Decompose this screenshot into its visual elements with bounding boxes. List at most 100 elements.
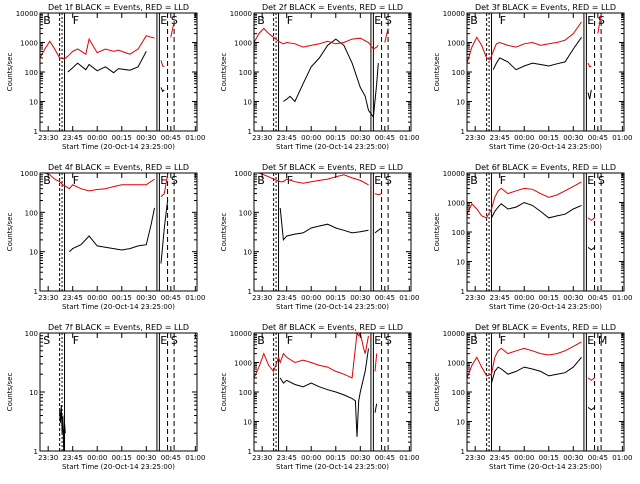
x-tick-label: 23:30 [465, 134, 485, 142]
y-tick-label: 10000 [443, 170, 465, 178]
marker-letter: S [171, 174, 178, 187]
x-tick-label: 01:00 [612, 294, 632, 302]
x-tick-label: 23:45 [63, 134, 83, 142]
marker-letter: E [160, 334, 167, 347]
marker-letter: E [587, 334, 594, 347]
y-tick-label: 100 [239, 389, 252, 397]
x-tick-label: 23:30 [252, 294, 272, 302]
x-tick-label: 23:30 [252, 454, 272, 462]
y-axis-label: Counts/sec [220, 373, 228, 412]
marker-letter: S [598, 14, 605, 27]
x-tick-label: 00:15 [112, 294, 132, 302]
x-tick-label: 23:30 [465, 294, 485, 302]
chart-panel: Det 2f BLACK = Events, RED = LLD B F E S 1 10 1… [220, 3, 419, 151]
y-tick-label: 10 [456, 259, 465, 267]
x-tick-label: 23:30 [38, 294, 58, 302]
x-tick-label: 00:45 [375, 454, 395, 462]
marker-letter: E [374, 14, 381, 27]
marker-letter: E [160, 14, 167, 27]
y-tick-label: 10000 [230, 10, 252, 18]
y-tick-label: 10 [243, 249, 252, 257]
y-tick-label: 10 [29, 99, 38, 107]
marker-letter: F [73, 334, 79, 347]
y-axis-label: Counts/sec [6, 53, 14, 92]
marker-letter: S [385, 14, 392, 27]
marker-letter: S [171, 14, 178, 27]
chart-title: Det 3f BLACK = Events, RED = LLD [475, 3, 616, 12]
x-tick-label: 00:45 [161, 454, 181, 462]
x-tick-label: 23:45 [490, 134, 510, 142]
lld-series-line [254, 333, 380, 378]
y-tick-label: 1000 [447, 40, 465, 48]
x-tick-label: 00:00 [301, 134, 321, 142]
x-tick-label: 01:00 [185, 294, 205, 302]
marker-letter: B [470, 174, 478, 187]
y-tick-label: 100 [452, 229, 465, 237]
events-series-line [69, 200, 169, 264]
x-axis-label: Start Time (20-Oct-14 23:25:00) [276, 143, 389, 151]
marker-letter: M [598, 334, 608, 347]
y-axis-label: Counts/sec [433, 213, 441, 252]
y-tick-label: 1 [248, 128, 252, 136]
x-axis-label: Start Time (20-Oct-14 23:25:00) [62, 143, 175, 151]
plot-frame [253, 172, 412, 292]
x-tick-label: 00:15 [539, 294, 559, 302]
marker-letter: F [287, 14, 293, 27]
plot-frame [466, 12, 625, 132]
x-tick-label: 00:45 [375, 134, 395, 142]
y-tick-label: 10 [456, 99, 465, 107]
x-tick-label: 00:00 [301, 294, 321, 302]
x-tick-label: 00:30 [350, 134, 370, 142]
y-tick-label: 10 [243, 99, 252, 107]
x-tick-label: 23:45 [277, 294, 297, 302]
x-tick-label: 00:45 [588, 294, 608, 302]
x-tick-label: 01:00 [399, 134, 419, 142]
marker-letter: E [587, 174, 594, 187]
x-tick-label: 23:30 [465, 454, 485, 462]
marker-letter: B [43, 174, 51, 187]
y-tick-label: 1000 [234, 360, 252, 368]
y-tick-label: 1000 [234, 40, 252, 48]
marker-letter: S [171, 334, 178, 347]
y-axis-label: Counts/sec [220, 53, 228, 92]
x-tick-label: 01:00 [399, 454, 419, 462]
x-tick-label: 00:00 [301, 454, 321, 462]
y-tick-label: 1 [461, 288, 465, 296]
y-tick-label: 1000 [20, 40, 38, 48]
y-tick-label: 1 [461, 448, 465, 456]
x-tick-label: 23:45 [63, 454, 83, 462]
chart-title: Det 7f BLACK = Events, RED = LLD [48, 323, 189, 332]
y-tick-label: 1 [34, 288, 38, 296]
x-tick-label: 01:00 [612, 134, 632, 142]
marker-letter: E [374, 174, 381, 187]
marker-letter: F [73, 174, 79, 187]
events-series-line [491, 356, 595, 411]
plot-frame [39, 12, 198, 132]
y-tick-label: 1 [34, 448, 38, 456]
y-axis-label: Counts/sec [6, 213, 14, 252]
x-tick-label: 00:45 [375, 294, 395, 302]
x-tick-label: 00:15 [326, 134, 346, 142]
x-tick-label: 00:15 [539, 454, 559, 462]
x-tick-label: 23:45 [277, 454, 297, 462]
x-tick-label: 23:45 [63, 294, 83, 302]
marker-letter: B [257, 174, 265, 187]
y-axis-label: Counts/sec [220, 213, 228, 252]
marker-letter: B [43, 14, 51, 27]
x-tick-label: 23:45 [277, 134, 297, 142]
x-tick-label: 00:00 [87, 454, 107, 462]
chart-panel: Det 5f BLACK = Events, RED = LLD B F E S 1 10 1… [220, 163, 419, 311]
x-axis-label: Start Time (20-Oct-14 23:25:00) [489, 303, 602, 311]
y-axis-label: Counts/sec [433, 373, 441, 412]
chart-title: Det 1f BLACK = Events, RED = LLD [48, 3, 189, 12]
chart-title: Det 5f BLACK = Events, RED = LLD [262, 163, 403, 172]
x-tick-label: 01:00 [399, 294, 419, 302]
x-tick-label: 00:30 [563, 454, 583, 462]
y-tick-label: 10000 [443, 10, 465, 18]
y-tick-label: 10 [243, 419, 252, 427]
y-tick-label: 10000 [230, 330, 252, 338]
x-tick-label: 00:15 [326, 294, 346, 302]
marker-letter: F [287, 334, 293, 347]
y-tick-label: 1000 [234, 170, 252, 178]
